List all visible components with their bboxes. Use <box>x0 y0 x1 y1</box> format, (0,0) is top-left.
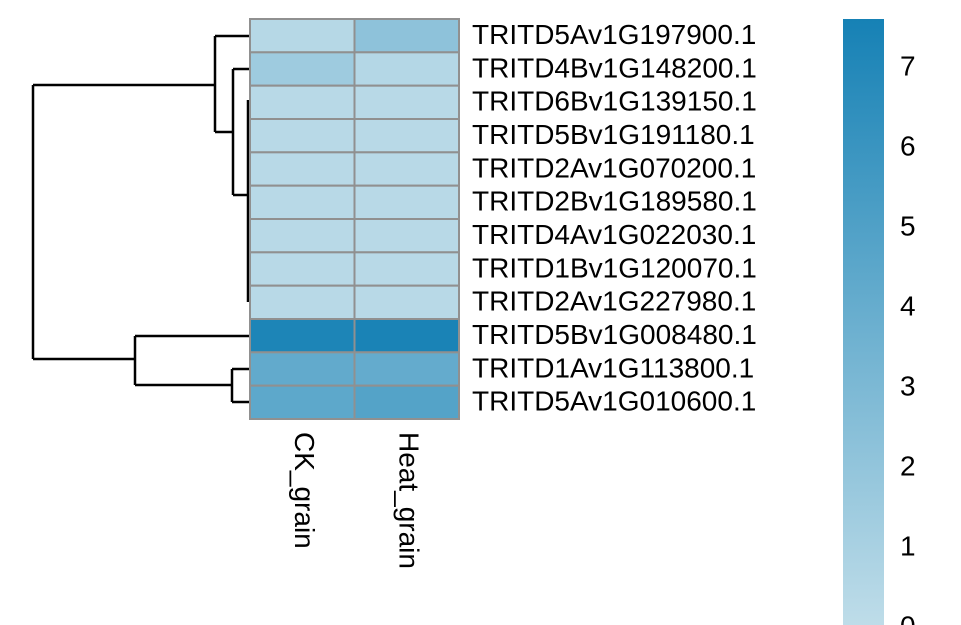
colorbar-tick-label: 2 <box>900 450 916 481</box>
row-label: TRITD2Av1G070200.1 <box>472 152 756 183</box>
heatmap-cell <box>249 84 356 120</box>
heatmap-cell <box>353 184 460 221</box>
row-label: TRITD1Av1G113800.1 <box>472 352 754 383</box>
heatmap-cell <box>353 151 460 187</box>
row-label: TRITD2Bv1G189580.1 <box>472 186 757 217</box>
heatmap-cell <box>353 84 460 120</box>
heatmap-cell <box>249 184 356 221</box>
colorbar <box>843 19 884 625</box>
row-label: TRITD4Av1G022030.1 <box>472 219 756 250</box>
heatmap-cell <box>353 118 460 154</box>
heatmap-cell <box>353 318 460 354</box>
heatmap-cell <box>249 351 356 387</box>
dendrogram <box>31 34 250 404</box>
heatmap-cell <box>249 51 356 87</box>
colorbar-tick-label: 3 <box>900 370 916 401</box>
colorbar-tick-label: 0 <box>900 610 916 625</box>
row-label: TRITD1Bv1G120070.1 <box>472 252 757 283</box>
heatmap-cell <box>249 384 356 420</box>
row-label: TRITD5Av1G197900.1 <box>472 19 756 50</box>
column-label: CK_grain <box>289 432 320 549</box>
colorbar-tick-label: 4 <box>900 290 916 321</box>
heatmap-cell <box>249 118 356 154</box>
colorbar-tick-label: 7 <box>900 50 916 81</box>
colorbar-tick-label: 5 <box>900 210 916 241</box>
heatmap-cell <box>353 384 460 420</box>
heatmap-cell <box>353 18 460 54</box>
heatmap-cell <box>353 284 460 320</box>
heatmap-cell <box>249 318 356 354</box>
heatmap-cell <box>353 351 460 387</box>
colorbar-tick-label: 1 <box>900 530 916 561</box>
heatmap-cell <box>249 251 356 287</box>
row-label: TRITD5Av1G010600.1 <box>472 386 756 417</box>
row-label: TRITD2Av1G227980.1 <box>472 286 756 317</box>
heatmap-cell <box>249 218 356 254</box>
row-label: TRITD5Bv1G008480.1 <box>472 319 757 350</box>
heatmap-cell <box>353 251 460 287</box>
heatmap-cell <box>353 51 460 87</box>
heatmap-cell <box>249 151 356 187</box>
heatmap-cell <box>249 18 356 54</box>
heatmap-cell <box>249 284 356 320</box>
heatmap-cell <box>353 218 460 254</box>
row-label: TRITD4Bv1G148200.1 <box>472 52 757 83</box>
column-label: Heat_grain <box>393 432 424 569</box>
colorbar-tick-label: 6 <box>900 130 916 161</box>
row-label: TRITD5Bv1G191180.1 <box>472 119 755 150</box>
row-label: TRITD6Bv1G139150.1 <box>472 86 757 117</box>
